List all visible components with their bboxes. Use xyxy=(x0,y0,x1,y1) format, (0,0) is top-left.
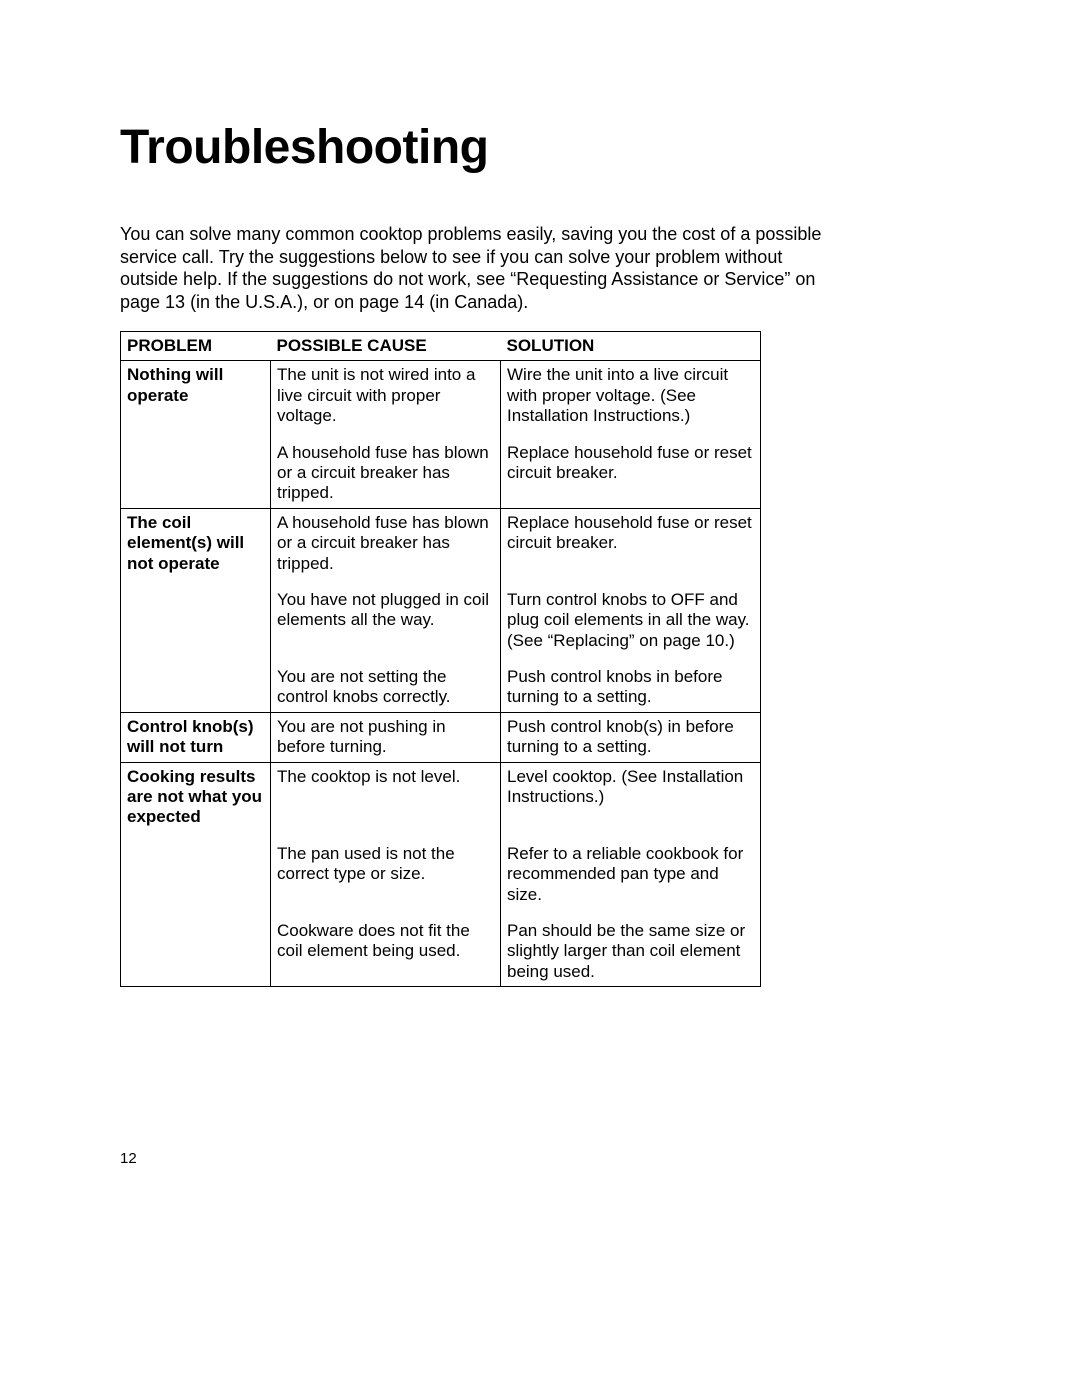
row-gap xyxy=(121,578,761,586)
gap-cell xyxy=(271,832,501,840)
separator-cell xyxy=(121,987,761,988)
table-row: The coil element(s) will not operateA ho… xyxy=(121,509,761,578)
table-row: Cookware does not fit the coil element b… xyxy=(121,917,761,987)
gap-cell xyxy=(121,832,271,840)
document-page: Troubleshooting You can solve many commo… xyxy=(0,0,1080,1397)
problem-cell: Nothing will operate xyxy=(121,361,271,431)
gap-cell xyxy=(271,578,501,586)
cause-cell: The pan used is not the correct type or … xyxy=(271,840,501,909)
problem-cell xyxy=(121,439,271,509)
table-row: A household fuse has blown or a circuit … xyxy=(121,439,761,509)
gap-cell xyxy=(121,431,271,439)
solution-cell: Wire the unit into a live circuit with p… xyxy=(501,361,761,431)
table-row: Cooking results are not what you expecte… xyxy=(121,763,761,832)
gap-cell xyxy=(501,655,761,663)
gap-cell xyxy=(121,909,271,917)
problem-cell xyxy=(121,840,271,909)
solution-cell: Replace household fuse or reset circuit … xyxy=(501,509,761,578)
row-gap xyxy=(121,655,761,663)
table-row: You have not plugged in coil elements al… xyxy=(121,586,761,655)
solution-cell: Refer to a reliable cookbook for recomme… xyxy=(501,840,761,909)
gap-cell xyxy=(501,909,761,917)
cause-cell: The unit is not wired into a live circui… xyxy=(271,361,501,431)
problem-cell: The coil element(s) will not operate xyxy=(121,509,271,578)
table-row: The pan used is not the correct type or … xyxy=(121,840,761,909)
cause-cell: Cookware does not fit the coil element b… xyxy=(271,917,501,987)
cause-cell: You are not setting the control knobs co… xyxy=(271,663,501,712)
gap-cell xyxy=(271,431,501,439)
page-title: Troubleshooting xyxy=(120,120,960,175)
gap-cell xyxy=(271,909,501,917)
problem-cell xyxy=(121,663,271,712)
row-gap xyxy=(121,909,761,917)
cause-cell: You have not plugged in coil elements al… xyxy=(271,586,501,655)
gap-cell xyxy=(121,578,271,586)
solution-cell: Replace household fuse or reset circuit … xyxy=(501,439,761,509)
cause-cell: A household fuse has blown or a circuit … xyxy=(271,439,501,509)
page-number: 12 xyxy=(120,1150,137,1167)
troubleshooting-table: PROBLEM POSSIBLE CAUSE SOLUTION Nothing … xyxy=(120,331,761,987)
problem-cell xyxy=(121,586,271,655)
solution-cell: Turn control knobs to OFF and plug coil … xyxy=(501,586,761,655)
col-header-cause: POSSIBLE CAUSE xyxy=(271,332,501,361)
solution-cell: Push control knob(s) in before turning t… xyxy=(501,713,761,762)
row-gap xyxy=(121,431,761,439)
gap-cell xyxy=(501,431,761,439)
cause-cell: A household fuse has blown or a circuit … xyxy=(271,509,501,578)
col-header-problem: PROBLEM xyxy=(121,332,271,361)
gap-cell xyxy=(271,655,501,663)
table-row: You are not setting the control knobs co… xyxy=(121,663,761,712)
solution-cell: Level cooktop. (See Installation Instruc… xyxy=(501,763,761,832)
row-gap xyxy=(121,832,761,840)
table-row: Control knob(s) will not turnYou are not… xyxy=(121,713,761,762)
section-separator xyxy=(121,987,761,988)
cause-cell: The cooktop is not level. xyxy=(271,763,501,832)
problem-cell xyxy=(121,917,271,987)
problem-cell: Cooking results are not what you expecte… xyxy=(121,763,271,832)
problem-cell: Control knob(s) will not turn xyxy=(121,713,271,762)
gap-cell xyxy=(121,655,271,663)
solution-cell: Push control knobs in before turning to … xyxy=(501,663,761,712)
intro-paragraph: You can solve many common cooktop proble… xyxy=(120,223,840,313)
gap-cell xyxy=(501,578,761,586)
table-header-row: PROBLEM POSSIBLE CAUSE SOLUTION xyxy=(121,332,761,361)
solution-cell: Pan should be the same size or slightly … xyxy=(501,917,761,987)
gap-cell xyxy=(501,832,761,840)
col-header-solution: SOLUTION xyxy=(501,332,761,361)
table-row: Nothing will operateThe unit is not wire… xyxy=(121,361,761,431)
cause-cell: You are not pushing in before turning. xyxy=(271,713,501,762)
